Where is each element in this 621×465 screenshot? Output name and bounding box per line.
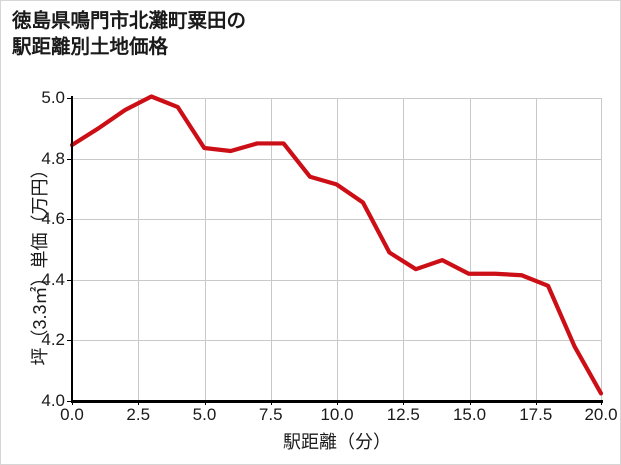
x-tick-mark — [469, 401, 471, 405]
x-tick-label: 7.5 — [258, 405, 283, 424]
y-tick-mark — [67, 98, 72, 99]
chart-title: 徳島県鳴門市北灘町粟田の 駅距離別土地価格 — [12, 10, 247, 58]
x-tick-mark — [138, 401, 140, 405]
y-tick-mark — [67, 279, 72, 281]
y-tick-label: 4.8 — [41, 148, 65, 168]
x-tick-mark — [337, 401, 338, 405]
y-tick-mark — [67, 340, 72, 342]
x-tick-mark — [535, 401, 537, 405]
x-tick-label: 20.0 — [584, 405, 618, 424]
x-tick-label: 0.0 — [60, 405, 84, 424]
gridline-vertical — [601, 98, 602, 401]
gridline-vertical — [138, 98, 140, 401]
x-tick-label: 2.5 — [126, 405, 151, 424]
gridline-vertical — [535, 98, 537, 401]
x-tick-mark — [403, 401, 405, 405]
y-tick-label: 4.4 — [41, 269, 65, 289]
x-tick-label: 5.0 — [192, 405, 217, 424]
gridline-vertical — [403, 98, 405, 401]
y-axis-spine — [71, 96, 73, 403]
gridline-vertical — [337, 98, 338, 401]
y-tick-label: 4.2 — [41, 330, 65, 350]
x-tick-label: 17.5 — [519, 405, 553, 424]
y-tick-label: 4.0 — [41, 391, 65, 410]
plot-area — [72, 98, 602, 401]
x-tick-label: 12.5 — [386, 405, 420, 424]
x-tick-mark — [270, 401, 272, 405]
y-tick-mark — [67, 158, 72, 160]
x-tick-label: 10.0 — [320, 405, 354, 424]
x-axis-label: 駅距離（分） — [283, 432, 391, 452]
x-tick-mark — [601, 401, 602, 405]
y-tick-mark — [67, 219, 72, 221]
y-tick-label: 5.0 — [41, 88, 65, 107]
x-tick-mark — [204, 401, 206, 405]
x-tick-label: 15.0 — [452, 405, 487, 424]
y-tick-label: 4.6 — [41, 209, 65, 229]
y-axis-label: 坪（3.3㎡）単価（万円） — [30, 160, 50, 366]
gridline-vertical — [469, 98, 471, 401]
y-tick-labels: 4.0 4.2 4.4 4.6 4.8 5.0 — [1, 1, 65, 464]
y-tick-mark — [67, 401, 72, 402]
gridline-vertical — [270, 98, 272, 401]
x-tick-mark — [72, 401, 73, 405]
gridline-vertical — [204, 98, 206, 401]
